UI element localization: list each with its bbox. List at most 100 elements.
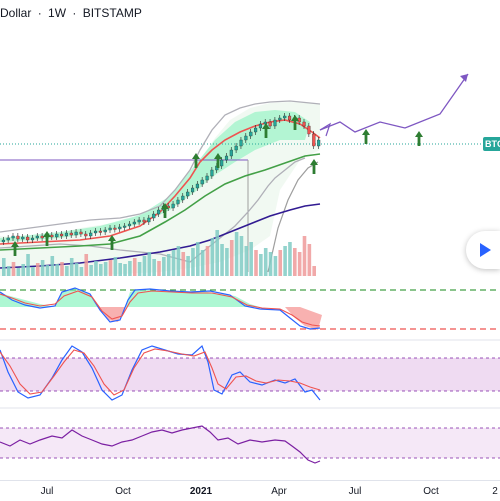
candle [74,231,78,236]
up-arrow-icon [11,115,423,256]
volume-bar [157,261,161,276]
volume-bar [89,265,93,276]
time-axis[interactable]: Jul Oct 2021 Apr Jul Oct 2 [0,480,500,501]
volume-bar [181,252,186,276]
stoch-red-fill [100,307,125,322]
volume-bar [244,246,249,276]
candle [307,125,311,135]
volume-bar [94,261,98,276]
volume-bar [302,236,307,276]
candle [113,227,117,230]
candle [224,155,229,161]
volume-bar [176,246,181,276]
candle [278,117,282,121]
play-icon [480,243,491,257]
ma-fast-line [0,119,321,245]
play-button[interactable] [466,231,500,269]
candle [50,234,54,238]
volume-bar [297,252,302,276]
time-axis-label: 2 [492,486,498,497]
volume-bar [259,254,263,276]
volume-bar [74,263,79,276]
time-axis-label: Oct [423,486,439,497]
volume-bar [220,244,224,276]
candle [195,183,199,189]
candle [152,213,156,219]
candle [108,227,112,231]
band-lower-ext [267,161,319,273]
candle [190,187,195,193]
candle [11,235,15,239]
time-axis-label: 2021 [189,486,213,497]
projection-hook [319,122,332,137]
up-arrow-icon [192,153,200,168]
candle [176,199,180,205]
volume-bar [196,242,200,276]
candle [142,219,146,223]
candle [317,139,321,147]
candle [89,232,93,237]
candle [205,175,209,181]
candle [302,121,306,127]
stochrsi-zone [0,358,500,391]
candle [258,123,262,129]
up-arrow-icon [108,235,116,250]
candle [26,236,30,241]
volume-bar [249,242,253,276]
volume-bar [2,258,6,276]
up-arrow-icon [43,231,51,246]
volume-bar [162,257,166,276]
volume-bar [84,254,89,276]
candle [181,195,185,201]
last-price-tag: BTC [483,137,500,151]
volume-bar [166,254,171,276]
volume-bar [21,264,25,276]
stochrsi-d-line [0,348,321,396]
volume-bar [142,256,147,276]
candle [249,131,253,137]
volume-bar [35,263,40,276]
volume-bar [229,240,234,276]
volume-bar [147,252,152,276]
candle [273,119,277,127]
volume-bar [103,262,108,276]
candle [244,135,248,141]
up-arrow-icon [415,131,423,146]
up-arrow-icon [291,115,299,130]
volume-bar [263,248,268,276]
volume-bar [6,266,11,276]
candle [60,233,64,237]
candle [147,217,151,223]
up-arrow-icon [310,159,318,174]
interval-label[interactable]: 1W [48,6,67,20]
candle [123,225,127,228]
volume-bar [26,254,30,276]
volume-bar [123,264,127,276]
volume-bar [108,260,113,276]
stoch-red-fill-2 [285,307,322,330]
volume-bar [128,261,132,276]
volume-bar [234,232,239,276]
volume-bar [65,266,69,276]
candle [254,127,258,133]
volume-bar [45,265,50,276]
volume-bar [99,264,103,276]
candle [234,145,238,151]
candle [84,233,88,237]
volume-bar [69,258,74,276]
candle [268,121,272,127]
volume-bars [2,230,316,276]
time-axis-label: Jul [40,486,54,497]
volume-bar [210,238,215,276]
candle [79,231,83,235]
projection-arrowhead [460,74,468,82]
volume-bar [171,250,176,276]
volume-bar [239,236,244,276]
candle [157,209,161,215]
candle [127,223,132,227]
volume-bar [31,267,35,276]
stoch-k-line [0,287,321,330]
candle [312,133,316,147]
candle [103,229,107,233]
